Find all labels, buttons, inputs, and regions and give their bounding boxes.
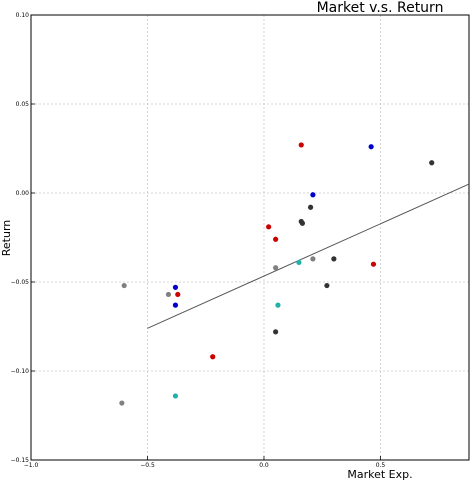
x-tick-label: 0.0 xyxy=(259,462,269,469)
data-point xyxy=(324,282,330,289)
data-point xyxy=(331,256,337,262)
data-point xyxy=(296,259,302,266)
x-axis-label: Market Exp. xyxy=(347,468,412,481)
data-point xyxy=(165,291,172,298)
y-axis-label: Return xyxy=(0,220,13,257)
trend-line xyxy=(147,183,470,329)
y-tick-label: 0.10 xyxy=(16,12,30,19)
data-point xyxy=(298,142,304,148)
data-point xyxy=(273,265,279,271)
data-point xyxy=(429,160,435,166)
data-point xyxy=(310,192,316,198)
data-point xyxy=(273,236,279,242)
data-point xyxy=(175,291,181,298)
y-tick-label: 0.05 xyxy=(16,101,30,108)
grid-lines xyxy=(30,14,469,461)
data-point xyxy=(307,204,314,210)
chart-title: Market v.s. Return xyxy=(317,0,444,16)
data-point xyxy=(370,261,377,267)
x-tick-label: −1.0 xyxy=(24,462,39,469)
data-point xyxy=(119,400,125,406)
y-tick-label: 0.00 xyxy=(16,190,30,197)
data-point xyxy=(210,354,216,360)
data-point xyxy=(121,282,127,289)
x-tick-label: 0.5 xyxy=(376,462,386,469)
data-point xyxy=(172,302,179,308)
data-point xyxy=(266,224,272,230)
axis-ticks: −1.0 −0.5 0.0 0.5 −0.15 −0.10 −0.05 0.00 0.05 0.1… xyxy=(11,12,386,469)
data-point xyxy=(368,144,374,150)
data-point xyxy=(299,220,306,226)
plot-area xyxy=(30,14,470,461)
data-point xyxy=(310,256,316,262)
y-tick-label: −0.05 xyxy=(11,279,30,286)
data-point xyxy=(275,302,281,308)
data-point xyxy=(172,284,179,290)
x-tick-label: −0.5 xyxy=(140,462,155,469)
y-tick-label: −0.10 xyxy=(11,368,30,375)
data-point xyxy=(172,393,179,399)
data-points xyxy=(119,142,435,406)
data-point xyxy=(273,329,279,335)
y-tick-label: −0.15 xyxy=(11,457,30,464)
